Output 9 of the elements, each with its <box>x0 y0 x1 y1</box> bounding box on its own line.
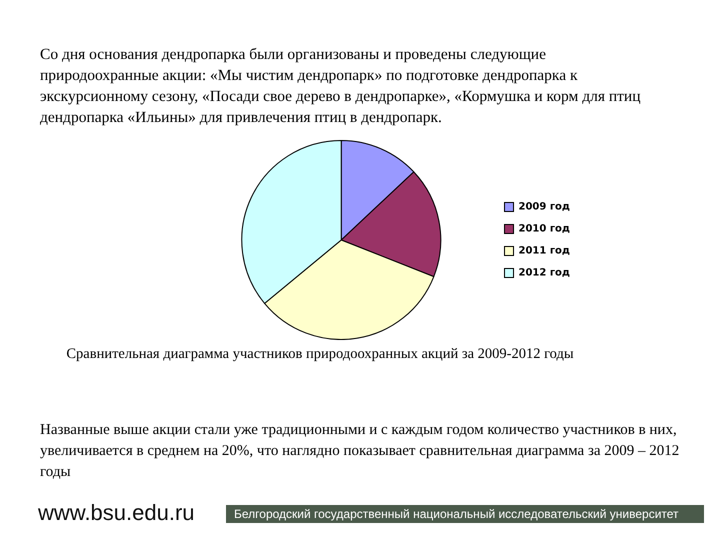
chart-title: Со дня основания дендропарка были организованы и проведены следующие природоохранные акции: «Мы чистим дендропарк» по подготовке дендропарка к экскурсионному сезону, «Посади свое дерево в дендропарке», «Кормушка и корм для птиц дендропарка «Ильины» для привлечения птиц в дендропарк. <box>40 45 642 128</box>
text: Белгородский государственный национальный исследовательский университет <box>226 505 704 523</box>
text: Названные выше акции стали уже традиционными и с каждым годом количество участников в них, увеличивается в среднем на 20%, что наглядно показывает сравнительная диаграмма за 2009 – 2012 годы <box>40 421 680 482</box>
text: www.bsu.edu.ru <box>38 500 195 526</box>
legend-label: 2012 год <box>518 268 570 279</box>
legend-label: 2010 год <box>518 224 570 235</box>
text: Сравнительная диаграмма участников природоохранных акций за 2009-2012 годы <box>65 345 575 364</box>
legend-label: 2009 год <box>518 202 570 213</box>
legend-label: 2011 год <box>518 246 570 257</box>
